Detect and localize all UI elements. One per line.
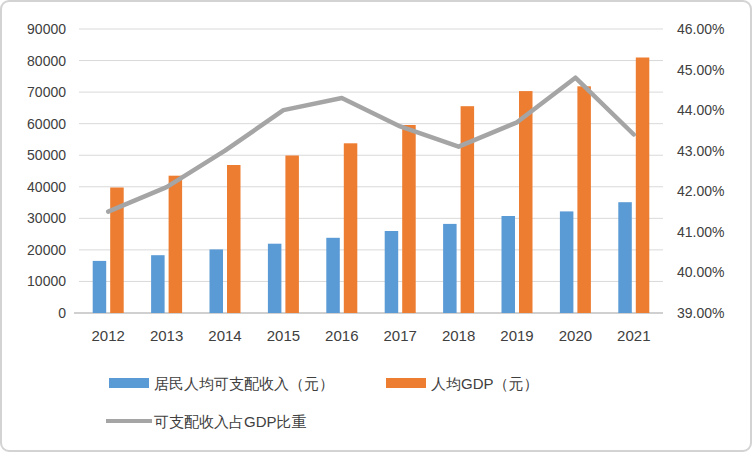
x-axis-category-label: 2013 <box>150 327 183 344</box>
right-axis-tick-label: 45.00% <box>677 62 724 78</box>
right-axis-tick-label: 44.00% <box>677 102 724 118</box>
left-axis-tick-label: 10000 <box>27 273 66 289</box>
gdp-bar-2017 <box>402 125 416 313</box>
income-bar-2015 <box>268 244 282 313</box>
left-axis-tick-label: 50000 <box>27 147 66 163</box>
left-axis-tick-label: 0 <box>58 305 66 321</box>
x-axis-category-label: 2015 <box>267 327 300 344</box>
income-bar-2012 <box>93 261 107 313</box>
left-axis-tick-label: 60000 <box>27 116 66 132</box>
x-axis-category-label: 2018 <box>442 327 475 344</box>
right-axis-tick-label: 43.00% <box>677 143 724 159</box>
right-axis-tick-label: 40.00% <box>677 264 724 280</box>
x-axis-category-label: 2017 <box>384 327 417 344</box>
income-bar-2017 <box>385 231 399 313</box>
left-axis-tick-label: 30000 <box>27 210 66 226</box>
income-bar-2018 <box>443 224 457 313</box>
x-axis-category-label: 2014 <box>208 327 241 344</box>
gdp-bar-2013 <box>169 176 183 313</box>
chart-container: 0 10000 20000 30000 40000 50000 60000 70000 8000… <box>0 0 752 452</box>
gdp-bar-2021 <box>636 58 650 314</box>
right-axis-tick-label: 46.00% <box>677 21 724 37</box>
left-axis-tick-label: 20000 <box>27 242 66 258</box>
income-bar-2020 <box>560 211 574 313</box>
ratio-line <box>108 78 634 212</box>
gdp-bar-2018 <box>461 106 475 313</box>
gdp-bar-2016 <box>344 143 358 313</box>
x-axis-category-label: 2016 <box>325 327 358 344</box>
x-axis-category-label: 2012 <box>92 327 125 344</box>
gdp-bar-2019 <box>519 91 533 313</box>
legend-swatch-income <box>109 378 149 388</box>
left-axis-tick-label: 90000 <box>27 21 66 37</box>
legend-swatch-gdp <box>386 378 426 388</box>
left-axis-tick-label: 80000 <box>27 53 66 69</box>
x-axis-category-label: 2019 <box>500 327 533 344</box>
legend-label-ratio: 可支配收入占GDP比重 <box>154 413 307 430</box>
income-bar-2013 <box>151 255 165 313</box>
legend-swatch-ratio-line <box>106 419 152 423</box>
income-bar-2021 <box>618 202 632 313</box>
right-axis-tick-label: 42.00% <box>677 183 724 199</box>
income-bar-2019 <box>502 216 516 313</box>
income-bar-2016 <box>326 238 340 313</box>
legend-label-gdp: 人均GDP（元） <box>431 375 539 392</box>
right-axis-tick-label: 39.00% <box>677 305 724 321</box>
gdp-bar-2020 <box>577 86 591 313</box>
left-axis-tick-label: 40000 <box>27 179 66 195</box>
right-axis-tick-label: 41.00% <box>677 224 724 240</box>
legend-label-income: 居民人均可支配收入（元） <box>154 375 334 392</box>
x-axis-category-label: 2020 <box>559 327 592 344</box>
income-bar-2014 <box>210 249 224 313</box>
x-axis-category-label: 2021 <box>617 327 650 344</box>
gdp-bar-2014 <box>227 165 241 313</box>
left-axis-tick-label: 70000 <box>27 84 66 100</box>
gdp-bar-2015 <box>285 156 299 314</box>
